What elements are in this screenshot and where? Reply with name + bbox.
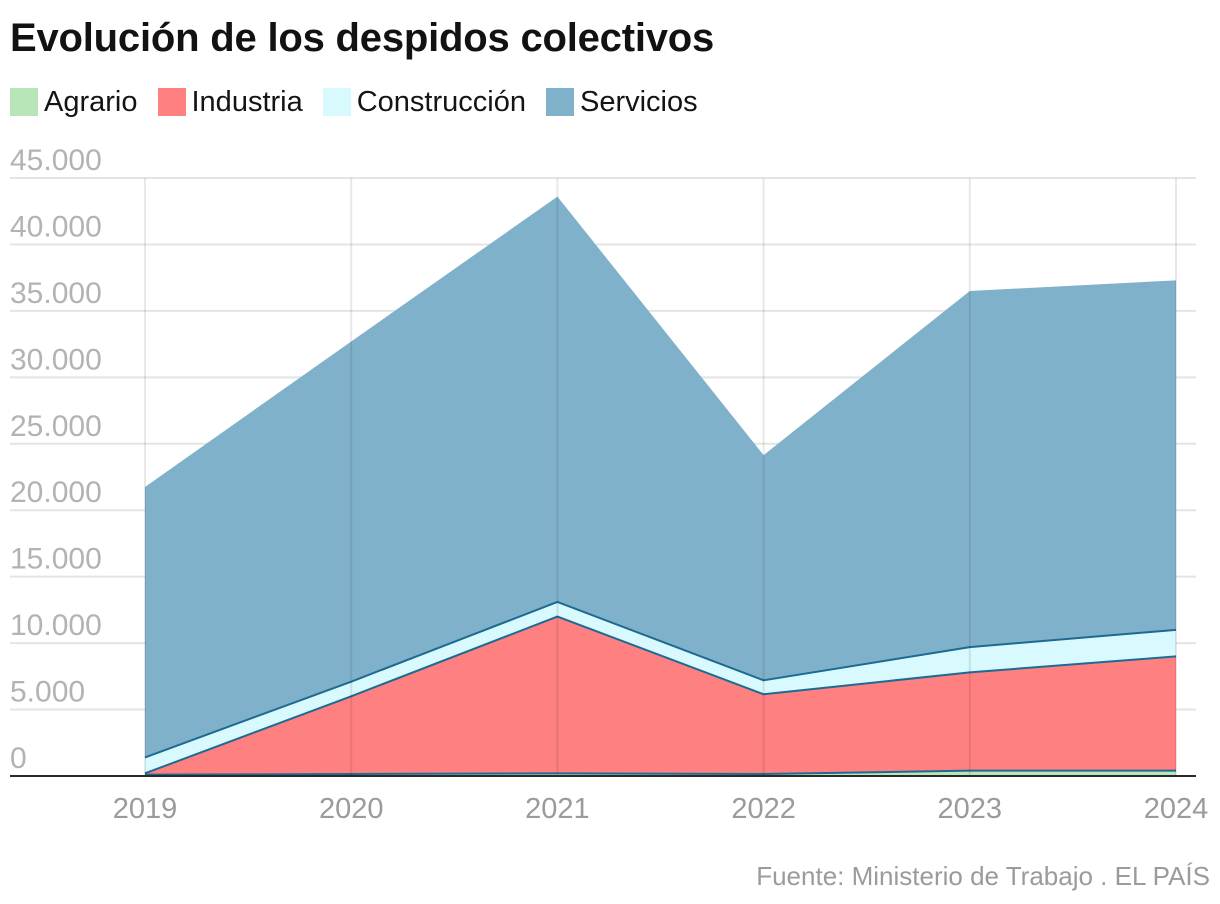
legend-swatch xyxy=(322,88,351,116)
series-line-agrario xyxy=(144,769,1176,776)
y-tick-label: 25.000 xyxy=(10,410,102,443)
y-tick-label: 45.000 xyxy=(10,144,102,177)
y-tick-label: 40.000 xyxy=(10,210,102,243)
legend-item-construccion: Construcción xyxy=(322,86,526,118)
legend: Agrario Industria Construcción Servicios xyxy=(10,86,698,118)
y-tick-label: 15.000 xyxy=(10,543,102,576)
x-tick-label: 2021 xyxy=(525,793,590,825)
series-line-construccion xyxy=(144,600,1177,759)
series-line-industria xyxy=(144,615,1177,775)
x-tick-label: 2022 xyxy=(731,793,796,825)
area-industria xyxy=(145,616,1176,775)
y-tick-label: 20.000 xyxy=(10,476,102,509)
area-servicios xyxy=(145,196,1176,758)
legend-label: Industria xyxy=(191,86,303,118)
x-tick-label: 2020 xyxy=(319,793,384,825)
y-tick-label: 30.000 xyxy=(10,343,102,376)
area-construccion xyxy=(145,601,1176,774)
x-tick-label: 2024 xyxy=(1144,793,1209,825)
y-tick-label: 35.000 xyxy=(10,277,102,310)
y-tick-label: 5.000 xyxy=(10,676,85,709)
legend-item-servicios: Servicios xyxy=(545,86,698,118)
legend-swatch xyxy=(10,88,38,116)
legend-item-agrario: Agrario xyxy=(10,86,138,118)
legend-swatch xyxy=(545,88,574,116)
legend-label: Agrario xyxy=(44,86,138,118)
y-tick-label: 10.000 xyxy=(10,609,102,642)
chart-title: Evolución de los despidos colectivos xyxy=(10,16,715,60)
legend-label: Servicios xyxy=(579,86,698,118)
legend-label: Construcción xyxy=(356,86,526,118)
x-tick-label: 2019 xyxy=(113,793,178,825)
legend-item-industria: Industria xyxy=(157,86,303,118)
x-tick-label: 2023 xyxy=(938,793,1003,825)
source-note: Fuente: Ministerio de Trabajo . EL PAÍS xyxy=(756,861,1210,891)
legend-swatch xyxy=(157,88,186,116)
y-tick-label: 0 xyxy=(10,742,27,775)
